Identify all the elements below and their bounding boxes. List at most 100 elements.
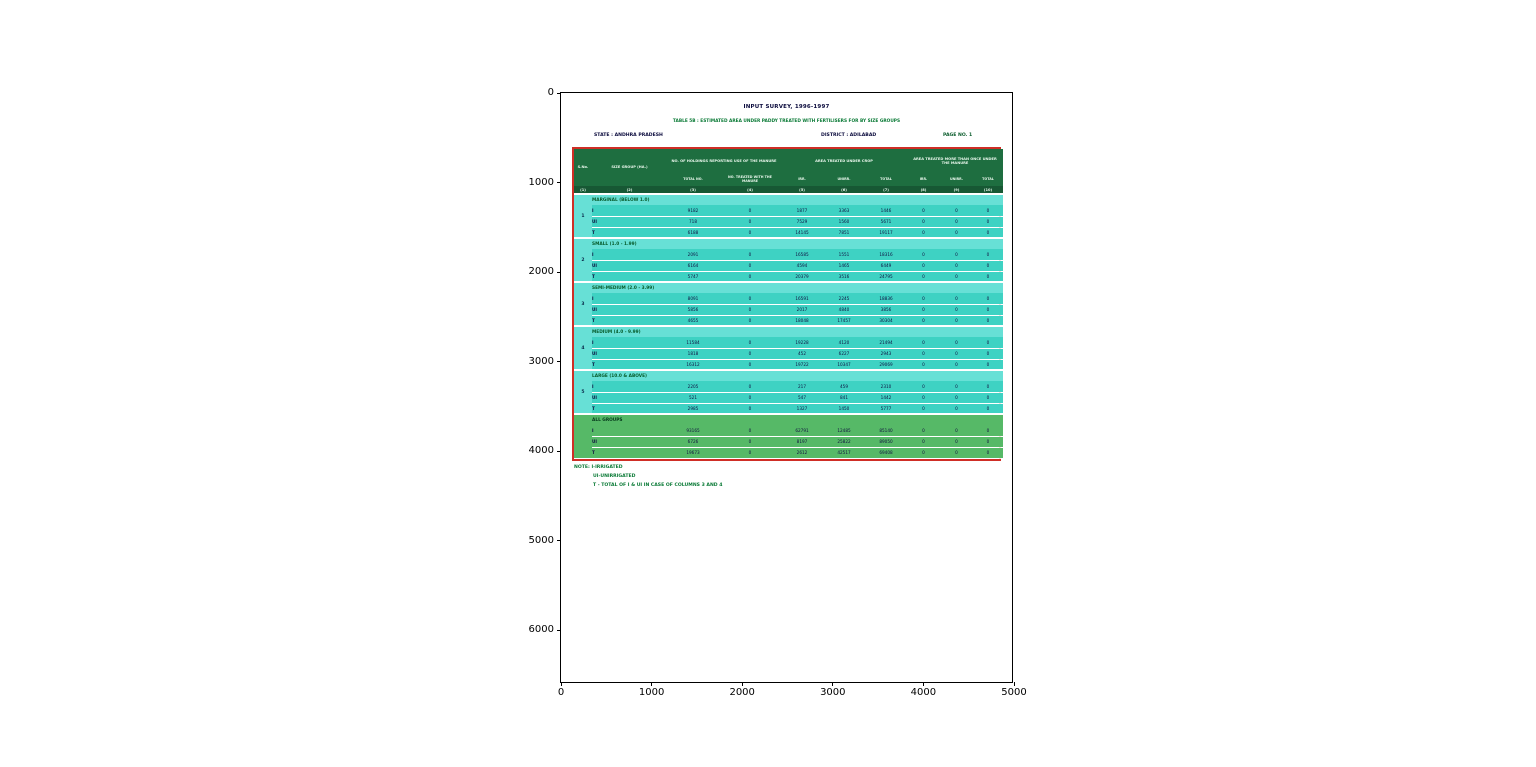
y-tick-label: 6000 [528, 624, 554, 635]
table-cell: 0 [907, 436, 940, 448]
table-cell: 0 [719, 392, 781, 404]
table-cell: 7851 [823, 227, 865, 239]
table-cell: 0 [973, 348, 1004, 360]
input-survey-table: S.No. SIZE GROUP (HA.) NO. OF HOLDINGS R… [574, 149, 1004, 459]
table-cell: 0 [907, 304, 940, 316]
y-tick-label: 3000 [528, 355, 554, 367]
table-cell: 9182 [667, 205, 719, 217]
table-cell: 0 [973, 436, 1004, 448]
table-section-row: 5 LARGE (10.0 & ABOVE) [574, 369, 1004, 414]
table-row: UI 6164 0 4594 1465 6449 0 0 0 [574, 260, 1004, 272]
table-section-row: 4 MEDIUM (4.0 - 9.99) [574, 325, 1004, 370]
column-number: (6) [823, 186, 865, 194]
y-tick-mark [557, 540, 561, 541]
table-cell: 0 [719, 293, 781, 305]
irrigation-code-cell: I [592, 337, 667, 349]
subheader: UNIRR. [823, 173, 865, 186]
table-cell: 0 [973, 205, 1004, 217]
survey-table-border: S.No. SIZE GROUP (HA.) NO. OF HOLDINGS R… [572, 147, 1004, 461]
size-group-label: MEDIUM (4.0 - 9.99) [592, 325, 1004, 337]
table-cell: 0 [719, 271, 781, 283]
table-row: T 2985 0 1327 1450 5777 0 0 0 [574, 403, 1004, 415]
table-cell: 5671 [865, 216, 907, 228]
irrigation-code-cell: UI [592, 392, 667, 404]
table-cell: 0 [973, 260, 1004, 272]
table-cell: 16312 [667, 359, 719, 371]
table-cell: 1450 [823, 403, 865, 415]
table-cell: 2245 [823, 293, 865, 305]
table-cell: 25822 [823, 436, 865, 448]
group-number-cell: 4 [574, 325, 592, 370]
table-cell: 0 [973, 447, 1004, 459]
table-cell: 62791 [781, 425, 823, 437]
page-number-label: PAGE NO. 1 [943, 133, 973, 138]
group-number-cell: 3 [574, 281, 592, 326]
irrigation-code-cell: UI [592, 348, 667, 360]
table-cell: 0 [907, 315, 940, 327]
table-cell: 0 [907, 216, 940, 228]
x-tick-label: 2000 [729, 687, 755, 698]
table-cell: 2612 [781, 447, 823, 459]
table-cell: 0 [907, 271, 940, 283]
table-cell: 17457 [823, 315, 865, 327]
table-cell: 0 [940, 381, 973, 393]
irrigation-code-cell: T [592, 227, 667, 239]
document-subtitle: TABLE 5B : ESTIMATED AREA UNDER PADDY TR… [672, 119, 901, 124]
table-cell: 6164 [667, 260, 719, 272]
table-cell: 0 [973, 249, 1004, 261]
table-cell: 217 [781, 381, 823, 393]
y-tick-label: 4000 [528, 445, 554, 456]
table-row: UI 6726 0 8197 25822 89050 0 0 0 [574, 436, 1004, 448]
header-sno: S.No. [574, 149, 592, 186]
table-cell: 0 [973, 271, 1004, 283]
column-number: (7) [865, 186, 907, 194]
subheader: TOTAL NO. [667, 173, 719, 186]
group-number-cell: 5 [574, 369, 592, 414]
table-row: I 2091 0 16585 1551 18316 0 0 0 [574, 249, 1004, 261]
table-cell: 0 [973, 304, 1004, 316]
table-cell: 0 [907, 392, 940, 404]
header-group-holdings: NO. OF HOLDINGS REPORTING USE OF THE MAN… [667, 149, 781, 173]
note-line: T - TOTAL OF I & UI IN CASE OF COLUMNS 3… [593, 483, 723, 488]
y-tick-label: 5000 [528, 534, 554, 546]
column-number: (8) [907, 186, 940, 194]
table-cell: 0 [907, 447, 940, 459]
table-cell: 0 [940, 392, 973, 404]
table-cell: 0 [940, 315, 973, 327]
table-cell: 16591 [781, 293, 823, 305]
table-cell: 0 [719, 315, 781, 327]
table-cell: 12485 [823, 425, 865, 437]
table-cell: 0 [907, 381, 940, 393]
table-row: I 93165 0 62791 12485 85140 0 0 0 [574, 425, 1004, 437]
table-cell: 1560 [823, 216, 865, 228]
table-cell: 18048 [781, 315, 823, 327]
table-cell: 0 [940, 216, 973, 228]
table-section-row: 1 MARGINAL (BELOW 1.0) [574, 193, 1004, 238]
table-cell: 2091 [667, 249, 719, 261]
x-tick-label: 0 [557, 687, 565, 698]
size-group-label: LARGE (10.0 & ABOVE) [592, 369, 1004, 381]
column-number: (9) [940, 186, 973, 194]
header-group-area-more-than-once: AREA TREATED MORE THAN ONCE UNDER THE MA… [907, 149, 1004, 173]
table-cell: 1446 [865, 205, 907, 217]
subheader: TOTAL [865, 173, 907, 186]
y-tick-label: 2000 [528, 266, 554, 277]
x-tick-label: 4000 [910, 687, 937, 698]
table-cell: 6726 [667, 436, 719, 448]
subheader: NO. TREATED WITH THE MANURE [719, 173, 781, 186]
table-cell: 7529 [781, 216, 823, 228]
irrigation-code-cell: I [592, 249, 667, 261]
header-group-area-treated: AREA TREATED UNDER CROP [781, 149, 907, 173]
x-tick-label: 5000 [1001, 687, 1027, 698]
note-line: NOTE: I-IRRIGATED [574, 465, 623, 470]
subheader: IRR. [907, 173, 940, 186]
irrigation-code-cell: UI [592, 304, 667, 316]
table-cell: 0 [719, 260, 781, 272]
column-number: (3) [667, 186, 719, 194]
table-cell: 24795 [865, 271, 907, 283]
table-cell: 0 [907, 425, 940, 437]
table-cell: 1442 [865, 392, 907, 404]
table-cell: 0 [719, 436, 781, 448]
table-cell: 718 [667, 216, 719, 228]
